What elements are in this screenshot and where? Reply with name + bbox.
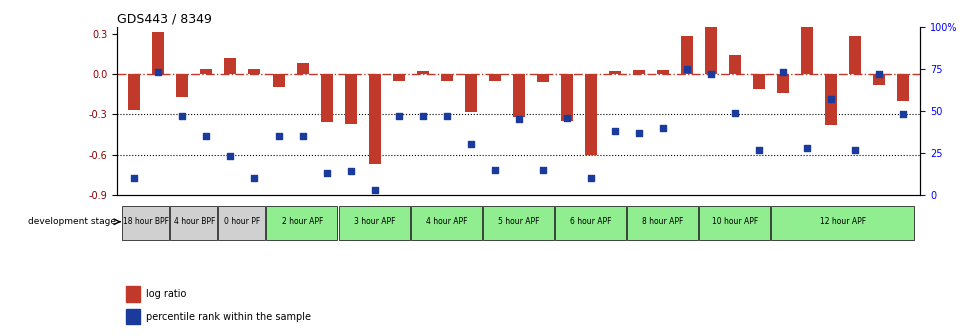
Bar bbox=[369, 74, 380, 164]
Bar bbox=[681, 36, 692, 74]
Point bbox=[775, 70, 790, 75]
Text: 18 hour BPF: 18 hour BPF bbox=[123, 217, 169, 226]
FancyBboxPatch shape bbox=[482, 206, 554, 240]
Bar bbox=[729, 55, 740, 74]
Point bbox=[631, 130, 646, 135]
Bar bbox=[392, 74, 404, 81]
Text: 12 hour APF: 12 hour APF bbox=[820, 217, 866, 226]
FancyBboxPatch shape bbox=[771, 206, 913, 240]
Text: log ratio: log ratio bbox=[146, 289, 186, 299]
Text: 4 hour APF: 4 hour APF bbox=[425, 217, 467, 226]
Bar bbox=[608, 71, 620, 74]
FancyBboxPatch shape bbox=[411, 206, 481, 240]
Bar bbox=[128, 74, 140, 110]
Bar bbox=[224, 58, 237, 74]
Bar bbox=[704, 0, 717, 74]
Bar bbox=[417, 71, 428, 74]
Bar bbox=[344, 74, 356, 124]
Point bbox=[583, 175, 599, 181]
Bar bbox=[153, 32, 164, 74]
Point bbox=[463, 142, 478, 147]
FancyBboxPatch shape bbox=[266, 206, 337, 240]
Point bbox=[511, 117, 526, 122]
Bar bbox=[536, 74, 549, 82]
FancyBboxPatch shape bbox=[338, 206, 409, 240]
Text: 4 hour BPF: 4 hour BPF bbox=[173, 217, 215, 226]
Text: 2 hour APF: 2 hour APF bbox=[282, 217, 323, 226]
Point bbox=[246, 175, 262, 181]
Point bbox=[126, 175, 142, 181]
Bar bbox=[320, 74, 333, 122]
Point bbox=[342, 169, 358, 174]
Bar bbox=[440, 74, 452, 81]
Point bbox=[654, 125, 670, 130]
Point bbox=[390, 113, 406, 119]
Bar bbox=[488, 74, 501, 81]
Text: percentile rank within the sample: percentile rank within the sample bbox=[146, 312, 310, 322]
Text: 8 hour APF: 8 hour APF bbox=[642, 217, 683, 226]
Text: 5 hour APF: 5 hour APF bbox=[498, 217, 539, 226]
Bar bbox=[296, 63, 308, 74]
Point bbox=[535, 167, 551, 172]
Bar bbox=[824, 74, 836, 125]
FancyBboxPatch shape bbox=[218, 206, 265, 240]
FancyBboxPatch shape bbox=[555, 206, 625, 240]
Point bbox=[727, 110, 742, 115]
Point bbox=[199, 133, 214, 139]
Bar bbox=[633, 70, 645, 74]
Bar bbox=[585, 74, 597, 155]
Bar bbox=[800, 0, 813, 74]
Bar bbox=[465, 74, 476, 112]
Point bbox=[847, 147, 863, 152]
Text: 6 hour APF: 6 hour APF bbox=[569, 217, 611, 226]
FancyBboxPatch shape bbox=[170, 206, 217, 240]
Point bbox=[294, 133, 310, 139]
Point bbox=[319, 170, 334, 176]
Bar bbox=[176, 74, 188, 97]
Bar bbox=[777, 74, 788, 93]
Point bbox=[822, 96, 838, 102]
Point bbox=[367, 187, 382, 193]
Text: 0 hour PF: 0 hour PF bbox=[224, 217, 260, 226]
Bar bbox=[125, 286, 140, 302]
Text: GDS443 / 8349: GDS443 / 8349 bbox=[117, 13, 212, 26]
Point bbox=[270, 133, 286, 139]
Bar bbox=[656, 70, 668, 74]
Point bbox=[895, 112, 911, 117]
Point bbox=[870, 71, 886, 77]
Bar bbox=[560, 74, 572, 121]
Bar bbox=[897, 74, 909, 101]
Text: 3 hour APF: 3 hour APF bbox=[353, 217, 395, 226]
Text: development stage: development stage bbox=[28, 217, 116, 226]
FancyBboxPatch shape bbox=[698, 206, 770, 240]
Bar bbox=[200, 69, 212, 74]
Bar bbox=[872, 74, 884, 85]
Point bbox=[415, 113, 430, 119]
Bar bbox=[512, 74, 524, 117]
Bar bbox=[125, 309, 140, 324]
Point bbox=[558, 115, 574, 120]
Point bbox=[151, 70, 166, 75]
Bar bbox=[752, 74, 765, 89]
FancyBboxPatch shape bbox=[122, 206, 169, 240]
Point bbox=[174, 113, 190, 119]
Bar bbox=[849, 36, 861, 74]
Point bbox=[486, 167, 502, 172]
Point bbox=[606, 128, 622, 134]
Text: 10 hour APF: 10 hour APF bbox=[711, 217, 758, 226]
Point bbox=[702, 71, 718, 77]
Point bbox=[438, 113, 454, 119]
Point bbox=[751, 147, 767, 152]
Bar bbox=[272, 74, 285, 87]
Point bbox=[222, 154, 238, 159]
Point bbox=[679, 66, 694, 72]
Point bbox=[799, 145, 815, 151]
Bar bbox=[248, 69, 260, 74]
FancyBboxPatch shape bbox=[626, 206, 697, 240]
